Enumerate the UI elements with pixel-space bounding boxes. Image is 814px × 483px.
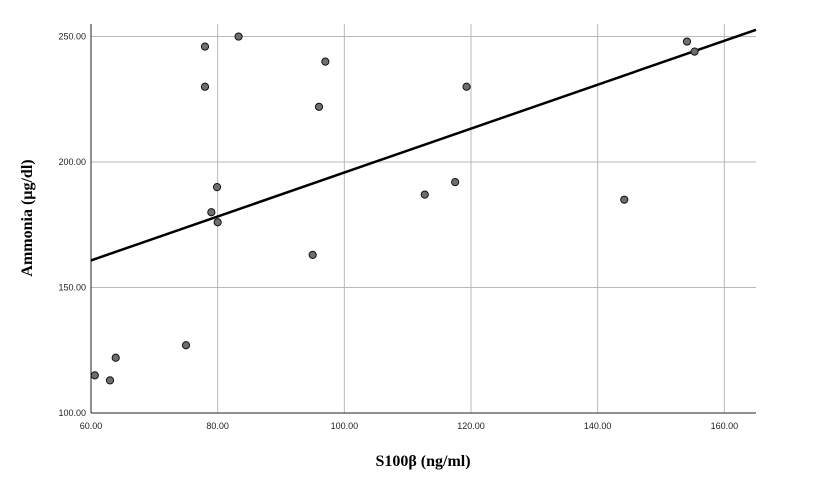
data-point [308,250,317,259]
grid-lines [91,24,756,413]
data-point [451,178,460,187]
data-point [690,47,699,56]
data-point [200,82,210,91]
data-point [200,42,210,51]
fit-line [90,28,757,262]
y-tick-label: 100.00 [58,408,86,418]
y-tick-label: 200.00 [58,157,86,167]
data-point [90,371,99,380]
data-point [212,183,222,192]
x-tick-label: 80.00 [206,421,229,431]
data-point [207,208,216,217]
x-tick-label: 120.00 [457,421,485,431]
x-axis-title: S100β (ng/ml) [375,453,470,470]
y-tick-label: 150.00 [58,283,86,293]
data-point [181,341,191,350]
data-point [321,57,330,66]
y-tick-labels: 100.00 150.00 200.00 250.00 [58,32,86,418]
y-axis-title: Ammonia (µg/dl) [19,159,36,276]
data-point [213,218,222,227]
data-point [620,195,629,204]
data-point [420,190,429,199]
data-point [314,102,324,111]
x-tick-label: 60.00 [80,421,103,431]
data-points [90,32,699,385]
plot-axes [90,24,756,414]
fit-line-group [90,28,757,262]
data-point [682,37,692,46]
x-tick-label: 140.00 [584,421,612,431]
x-tick-labels: 60.00 80.00 100.00 120.00 140.00 160.00 [80,421,738,431]
y-tick-label: 250.00 [58,32,86,42]
x-tick-label: 160.00 [711,421,739,431]
data-point [105,376,115,385]
data-point [111,353,120,362]
data-point [234,32,243,41]
data-point [462,82,471,91]
x-tick-label: 100.00 [331,421,359,431]
